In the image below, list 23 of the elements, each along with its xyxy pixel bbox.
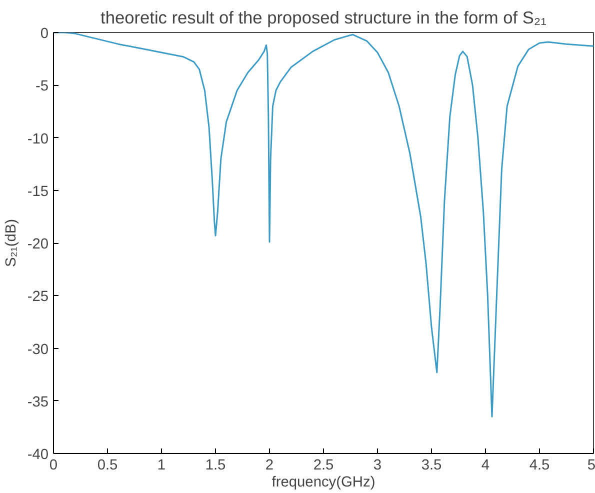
line-series [54, 32, 594, 418]
x-tick-label: 2.5 [313, 458, 334, 474]
x-tick-label: 4 [481, 458, 490, 474]
x-tick-label: 5 [587, 458, 595, 474]
y-tick-label: 0 [40, 26, 49, 42]
x-tick-label: 4.5 [529, 458, 550, 474]
y-tick-label: -30 [27, 342, 49, 358]
x-tick-label: 3.5 [421, 458, 442, 474]
y-axis-title: S₂₁(dB) [3, 218, 20, 268]
x-tick-label: 1.5 [205, 458, 226, 474]
y-tick-label: -35 [27, 394, 49, 410]
chart-title: theoretic result of the proposed structure in the form of S₂₁ [100, 8, 547, 28]
y-tick-label: -10 [27, 131, 49, 148]
x-axis-title: frequency(GHz) [272, 474, 376, 490]
y-tick-label: -15 [27, 184, 49, 200]
y-tick-label: -20 [27, 236, 49, 252]
x-tick-label: 1 [157, 458, 166, 474]
x-tick-label: 2 [265, 458, 274, 474]
x-tick-label: 3 [373, 458, 382, 474]
y-tick-label: -40 [27, 447, 49, 463]
y-tick-label: -5 [35, 78, 49, 95]
y-tick-label: -25 [27, 289, 49, 306]
x-tick-label: 0.5 [97, 458, 118, 474]
